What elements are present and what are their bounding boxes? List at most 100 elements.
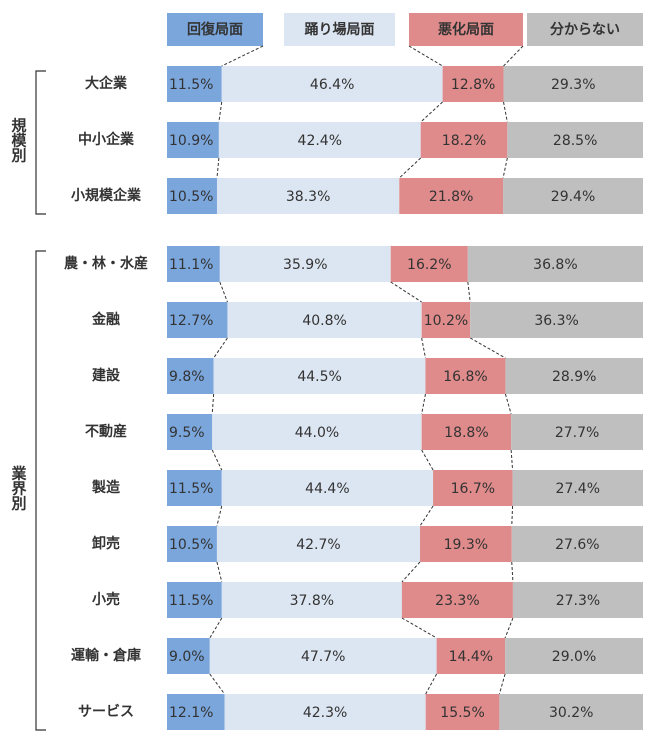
- connector: [211, 449, 223, 471]
- bar-segment: [499, 694, 643, 730]
- value-label: 19.3%: [444, 537, 488, 553]
- legend-label: 分からない: [550, 22, 620, 38]
- bar-segment: [505, 638, 643, 674]
- bar-segment: [167, 638, 210, 674]
- connector: [216, 505, 223, 527]
- value-label: 18.2%: [442, 133, 486, 149]
- connector: [511, 505, 514, 527]
- bar-segment: [167, 526, 217, 562]
- connector: [209, 617, 223, 639]
- category-label: 運輸・倉庫: [71, 647, 141, 664]
- connector: [503, 101, 508, 123]
- value-label: 42.7%: [296, 537, 340, 553]
- category-label: 不動産: [85, 423, 127, 440]
- value-label: 12.8%: [451, 77, 495, 93]
- connector: [221, 45, 264, 67]
- value-label: 46.4%: [310, 77, 354, 93]
- value-label: 9.8%: [169, 369, 205, 385]
- connector: [401, 561, 421, 583]
- bar-segment: [221, 582, 402, 618]
- connector: [211, 393, 215, 415]
- legend-swatch: [284, 13, 395, 46]
- legend-label: 踊り場局面: [305, 21, 375, 38]
- bar-segment: [503, 66, 643, 102]
- bar-segment: [167, 470, 222, 506]
- value-label: 16.2%: [407, 257, 451, 273]
- bar-segment: [420, 122, 508, 158]
- connector: [504, 393, 512, 415]
- value-label: 44.0%: [295, 425, 339, 441]
- value-label: 42.3%: [303, 705, 347, 721]
- legend-label: 回復局面: [187, 21, 243, 38]
- bar-segment: [512, 582, 643, 618]
- connector: [408, 45, 443, 67]
- value-label: 27.6%: [555, 537, 599, 553]
- value-label: 11.5%: [169, 593, 213, 609]
- connector: [398, 157, 422, 179]
- bar-segment: [167, 66, 222, 102]
- value-label: 29.4%: [551, 189, 595, 205]
- value-label: 40.8%: [302, 313, 346, 329]
- bar-segment: [167, 358, 214, 394]
- value-label: 29.0%: [552, 649, 596, 665]
- value-label: 42.4%: [298, 133, 342, 149]
- bar-segment: [212, 414, 422, 450]
- value-label: 27.7%: [555, 425, 599, 441]
- bar-segment: [213, 358, 426, 394]
- connector: [209, 673, 225, 695]
- bar-segment: [505, 358, 643, 394]
- value-label: 16.7%: [451, 481, 495, 497]
- value-label: 27.3%: [556, 593, 600, 609]
- connector: [425, 673, 438, 695]
- bar-segment: [227, 302, 422, 338]
- connector: [421, 337, 426, 359]
- bar-segment: [167, 302, 228, 338]
- value-label: 16.8%: [443, 369, 487, 385]
- bar-segment: [511, 526, 643, 562]
- connector: [511, 561, 514, 583]
- value-label: 18.8%: [444, 425, 488, 441]
- connector: [390, 281, 422, 303]
- value-label: 14.4%: [449, 649, 493, 665]
- group-bracket: [35, 70, 46, 215]
- value-label: 9.5%: [169, 425, 205, 441]
- connector: [510, 449, 514, 471]
- connector: [467, 281, 471, 303]
- value-label: 44.4%: [305, 481, 349, 497]
- value-label: 9.0%: [169, 649, 205, 665]
- bar-segment: [425, 358, 506, 394]
- category-label: 製造: [91, 479, 120, 496]
- bar-segment: [399, 178, 504, 214]
- category-label: 小売: [92, 591, 120, 608]
- value-label: 27.4%: [556, 481, 600, 497]
- bar-segment: [167, 178, 217, 214]
- connector: [216, 157, 220, 179]
- bar-segment: [390, 246, 468, 282]
- group-label: 規模別: [10, 118, 28, 164]
- category-label: 金融: [91, 311, 120, 328]
- bar-segment: [221, 470, 434, 506]
- value-label: 30.2%: [549, 705, 593, 721]
- bar-segment: [425, 694, 500, 730]
- legend-label: 悪化局面: [438, 21, 494, 38]
- bar-segment: [421, 302, 471, 338]
- bar-segment: [221, 66, 443, 102]
- bar-segment: [467, 246, 643, 282]
- value-label: 36.8%: [533, 257, 577, 273]
- connector: [498, 673, 506, 695]
- bar-segment: [167, 582, 222, 618]
- bar-segment: [470, 302, 643, 338]
- category-label: 中小企業: [78, 131, 135, 148]
- connector: [419, 505, 434, 527]
- bar-segment: [216, 178, 400, 214]
- legend-swatch: [409, 13, 523, 46]
- bar-segment: [442, 66, 504, 102]
- bar-segment: [209, 638, 437, 674]
- value-label: 10.2%: [424, 313, 468, 329]
- value-label: 36.3%: [534, 313, 578, 329]
- bar-segment: [436, 638, 506, 674]
- connector: [421, 393, 426, 415]
- connector: [401, 617, 437, 639]
- bar-segment: [167, 414, 213, 450]
- value-label: 38.3%: [286, 189, 330, 205]
